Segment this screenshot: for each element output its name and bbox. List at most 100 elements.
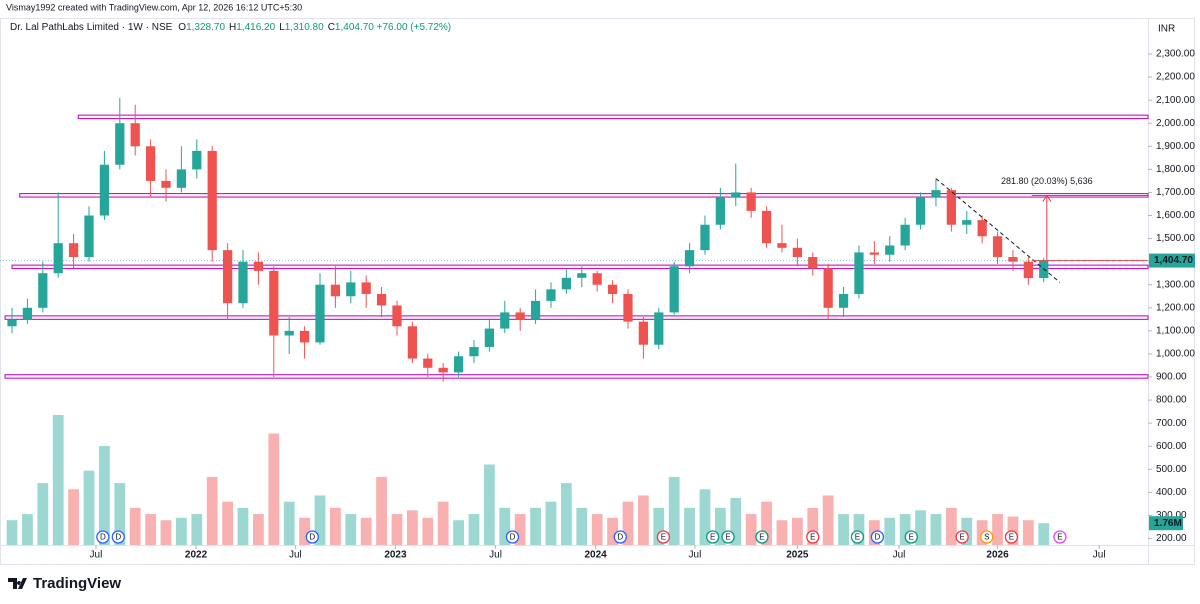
event-label: D [875, 533, 881, 542]
candle-body [561, 277, 571, 290]
volume-bar [160, 520, 172, 545]
volume-bar [391, 514, 403, 545]
candle-body [22, 307, 33, 320]
volume-bar [668, 476, 680, 545]
event-marker: E [955, 530, 969, 544]
last-price-label: 1,404.70 [1154, 255, 1193, 266]
y-tick-label: 2,200.00 [1156, 72, 1195, 83]
trendline [935, 178, 1061, 283]
candle-body [869, 252, 879, 255]
event-circle [980, 530, 994, 544]
candle-body [115, 123, 125, 165]
volume-bar [222, 501, 233, 545]
event-circle [656, 530, 671, 544]
volume-bar [684, 507, 695, 545]
y-tick-label: 2,000.00 [1156, 118, 1195, 129]
y-tick-label: 1,000.00 [1156, 349, 1195, 360]
candle-body [577, 273, 587, 278]
candle-body [176, 169, 187, 188]
event-marker: D [111, 530, 125, 544]
y-tick-label: 700.00 [1156, 418, 1187, 429]
candle-body [453, 356, 464, 373]
candle-body [161, 180, 171, 188]
candle-body [53, 243, 63, 274]
volume-bar [822, 495, 834, 545]
volume-bar [545, 501, 557, 545]
volume-bar [52, 415, 64, 545]
candle-body [669, 266, 679, 313]
event-circle [613, 530, 627, 544]
zone [11, 264, 1149, 270]
event-marker: D [305, 530, 319, 544]
candle-body [84, 215, 94, 258]
ohlc-key: H [229, 22, 236, 33]
event-label: S [984, 533, 989, 542]
candle-body [145, 146, 156, 181]
ohlc-value: 1,310.80 [285, 22, 324, 33]
event-marker: S [980, 530, 994, 544]
candle-body [823, 268, 833, 308]
volume-bar [253, 514, 264, 545]
volume-bar [761, 501, 772, 545]
volume-bar [915, 510, 926, 545]
y-tick-label: 400.00 [1156, 487, 1187, 498]
candle-body [1023, 261, 1033, 279]
candle-body [777, 243, 787, 248]
event-marker: E [904, 530, 918, 544]
event-marker: E [1053, 530, 1067, 544]
measure-label: 281.80 (20.03%) 5,636 [1001, 176, 1093, 186]
candle-body [962, 220, 972, 225]
volume-bar [884, 517, 896, 545]
y-tick-label: 1,100.00 [1156, 326, 1195, 337]
event-circle [96, 530, 110, 544]
legend: Dr. Lal PathLabs Limited · 1W · NSE O1,32… [10, 22, 451, 33]
volume-bar [468, 514, 480, 545]
y-tick-label: 300.00 [1156, 510, 1187, 521]
x-tick-label: Jul [893, 550, 906, 561]
candle-body [654, 312, 664, 345]
volume-bar [68, 489, 79, 545]
volume-bar [176, 517, 187, 545]
y-tick-label: 1,500.00 [1156, 233, 1195, 244]
volume-bar [345, 514, 357, 545]
event-label: D [115, 533, 121, 542]
candle-body [684, 250, 695, 267]
y-tick-label: 200.00 [1156, 533, 1187, 544]
candle-body [484, 328, 495, 348]
candle-body [423, 358, 433, 368]
candle-body [592, 273, 602, 285]
ohlc-value: 1,416.20 [236, 22, 275, 33]
volume-bar [838, 514, 849, 545]
volume-bar [283, 501, 295, 545]
candle-body [838, 293, 849, 308]
x-tick-label: 2026 [986, 550, 1009, 561]
candle-body [515, 312, 525, 320]
y-tick-label: 2,100.00 [1156, 95, 1195, 106]
ohlc: O1,328.70 H1,416.20 L1,310.80 C1,404.70 [178, 22, 374, 33]
event-label: E [725, 533, 730, 542]
volume-bar [514, 514, 526, 545]
symbol: Dr. Lal PathLabs Limited · 1W · NSE [10, 22, 173, 33]
x-tick-label: Jul [289, 550, 302, 561]
event-label: D [309, 533, 315, 542]
event-label: E [759, 533, 764, 542]
zone [77, 114, 1149, 120]
event-marker: E [806, 530, 820, 544]
event-label: D [100, 533, 106, 542]
event-label: E [810, 533, 815, 542]
x-tick-label: 2025 [786, 550, 809, 561]
event-circle [706, 530, 720, 544]
candle-body [315, 284, 325, 343]
y-tick-label: 1,200.00 [1156, 302, 1195, 313]
logo-mark [8, 578, 27, 589]
y-tick-label: 800.00 [1156, 395, 1187, 406]
volume-bar [699, 489, 711, 545]
candle-body [469, 347, 479, 357]
candle-body [761, 210, 772, 244]
candle-body [715, 197, 725, 225]
currency: INR [1158, 24, 1175, 35]
zone [4, 315, 1149, 320]
candle-body [438, 367, 448, 373]
event-circle [806, 530, 820, 544]
candle-body [207, 150, 217, 251]
